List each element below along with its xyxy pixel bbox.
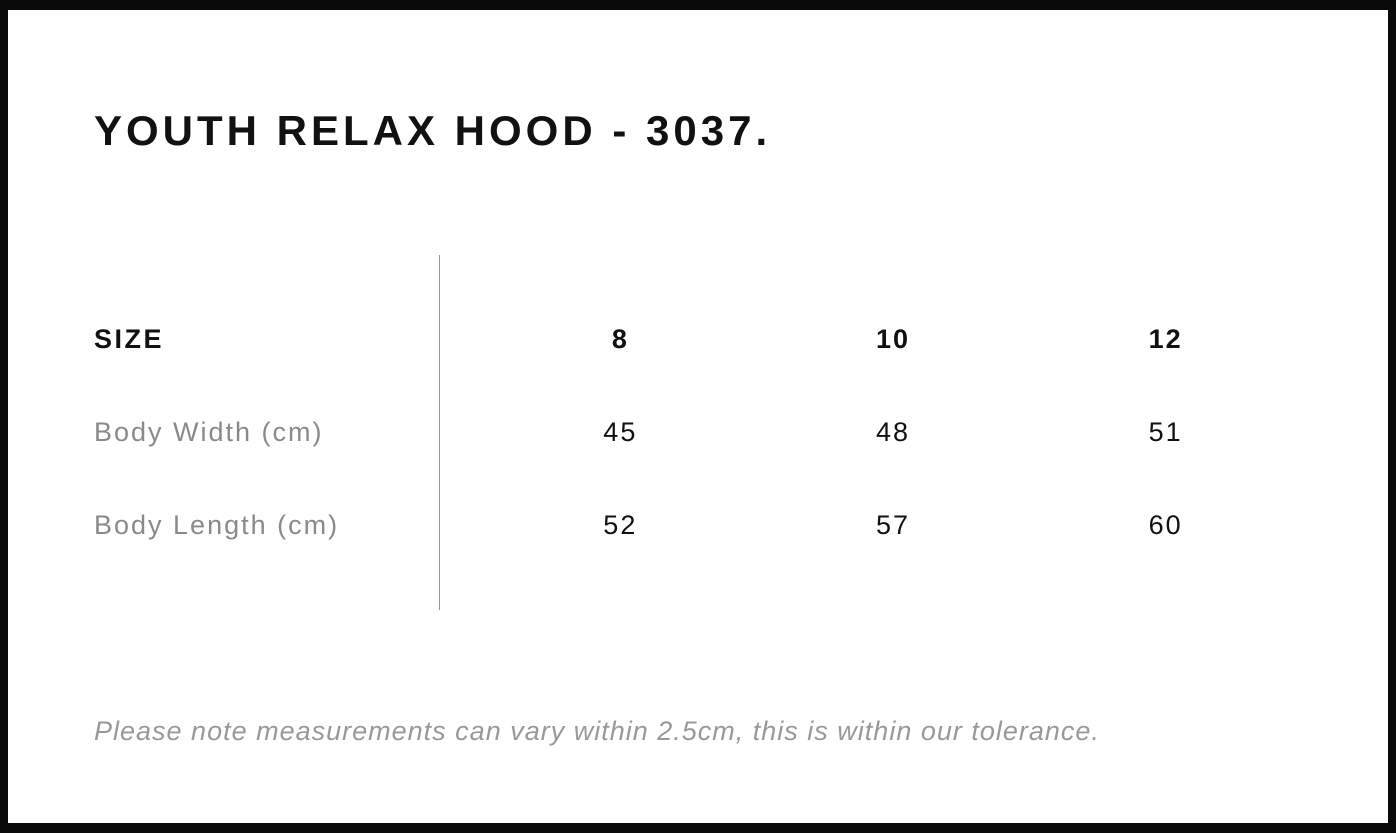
body-length-size-12: 60 <box>1148 510 1183 540</box>
body-length-size-8: 52 <box>603 510 638 540</box>
body-width-size-10: 48 <box>875 417 911 447</box>
body-width-label: Body Width (cm) <box>94 417 324 447</box>
page-title: YOUTH RELAX HOOD - 3037. <box>94 107 772 154</box>
tolerance-note: Please note measurements can vary within… <box>94 716 1100 746</box>
body-width-size-12: 51 <box>1148 417 1183 447</box>
body-length-label: Body Length (cm) <box>94 510 340 540</box>
body-length-size-10: 57 <box>875 510 911 540</box>
size-option-10: 10 <box>875 324 911 354</box>
table-row-body-width: Body Width (cm) 45 48 51 <box>94 386 1302 479</box>
size-chart-table: SIZE 8 10 12 Body Width (cm) 45 48 51 Bo… <box>94 255 1302 610</box>
table-row-body-length: Body Length (cm) 52 57 60 <box>94 479 1302 572</box>
size-option-12: 12 <box>1148 324 1183 354</box>
body-width-size-8: 45 <box>603 417 638 447</box>
size-option-8: 8 <box>611 324 629 354</box>
table-header-row: SIZE 8 10 12 <box>94 293 1302 386</box>
table-vertical-divider <box>439 255 440 610</box>
size-column-header: SIZE <box>94 324 165 354</box>
